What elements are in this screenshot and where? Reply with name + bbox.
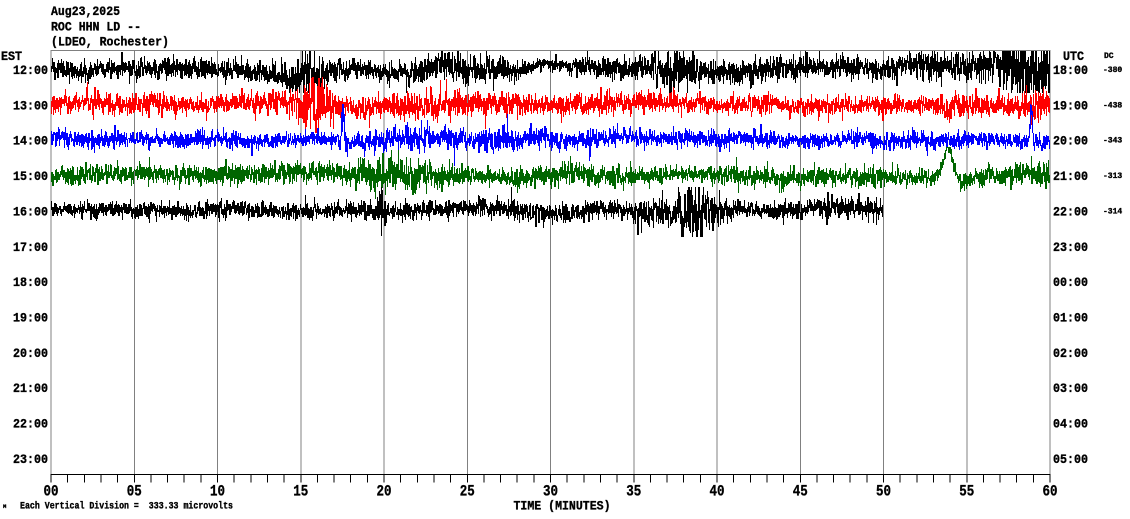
- svg-text:25: 25: [460, 483, 475, 501]
- svg-text:45: 45: [793, 483, 808, 501]
- svg-text:-313: -313: [1103, 172, 1122, 181]
- svg-text:12:00: 12:00: [13, 64, 48, 78]
- svg-text:-438: -438: [1103, 101, 1122, 110]
- svg-text:M: M: [3, 503, 7, 510]
- svg-text:10: 10: [210, 483, 225, 501]
- svg-text:30: 30: [543, 483, 558, 501]
- svg-text:DC: DC: [1104, 52, 1114, 61]
- svg-text:20:00: 20:00: [13, 347, 48, 361]
- svg-text:15:00: 15:00: [13, 170, 48, 184]
- svg-text:-380: -380: [1103, 66, 1122, 75]
- svg-text:(LDEO, Rochester): (LDEO, Rochester): [51, 36, 169, 50]
- svg-text:23:00: 23:00: [1053, 241, 1088, 255]
- svg-text:-343: -343: [1103, 137, 1122, 146]
- svg-text:TIME (MINUTES): TIME (MINUTES): [514, 499, 611, 514]
- svg-text:00:00: 00:00: [1053, 276, 1088, 290]
- svg-text:15: 15: [293, 483, 308, 501]
- svg-text:05: 05: [127, 483, 142, 501]
- svg-text:EST: EST: [1, 50, 22, 64]
- svg-text:16:00: 16:00: [13, 205, 48, 219]
- svg-text:17:00: 17:00: [13, 241, 48, 255]
- svg-text:21:00: 21:00: [1053, 170, 1088, 184]
- svg-text:UTC: UTC: [1063, 50, 1084, 64]
- svg-text:23:00: 23:00: [13, 453, 48, 467]
- svg-text:01:00: 01:00: [1053, 311, 1088, 325]
- svg-text:18:00: 18:00: [13, 276, 48, 290]
- svg-text:19:00: 19:00: [1053, 99, 1088, 113]
- svg-text:22:00: 22:00: [1053, 205, 1088, 219]
- svg-text:00: 00: [44, 483, 59, 501]
- svg-text:04:00: 04:00: [1053, 418, 1088, 432]
- svg-text:13:00: 13:00: [13, 99, 48, 113]
- svg-text:14:00: 14:00: [13, 135, 48, 149]
- svg-text:40: 40: [710, 483, 725, 501]
- svg-text:05:00: 05:00: [1053, 453, 1088, 467]
- svg-text:60: 60: [1043, 483, 1058, 501]
- svg-text:ROC HHN LD --: ROC HHN LD --: [51, 21, 141, 35]
- svg-text:20: 20: [377, 483, 392, 501]
- svg-text:Aug23,2025: Aug23,2025: [51, 5, 120, 19]
- svg-text:55: 55: [959, 483, 974, 501]
- svg-text:22:00: 22:00: [13, 418, 48, 432]
- svg-text:19:00: 19:00: [13, 311, 48, 325]
- svg-text:02:00: 02:00: [1053, 347, 1088, 361]
- svg-text:03:00: 03:00: [1053, 382, 1088, 396]
- svg-text:20:00: 20:00: [1053, 135, 1088, 149]
- svg-text:21:00: 21:00: [13, 382, 48, 396]
- svg-text:-314: -314: [1103, 207, 1122, 216]
- svg-text:35: 35: [626, 483, 641, 501]
- svg-text:18:00: 18:00: [1053, 64, 1088, 78]
- svg-text:Each Vertical Division = 333.: Each Vertical Division = 333.33 microvol…: [20, 501, 233, 513]
- svg-text:50: 50: [876, 483, 891, 501]
